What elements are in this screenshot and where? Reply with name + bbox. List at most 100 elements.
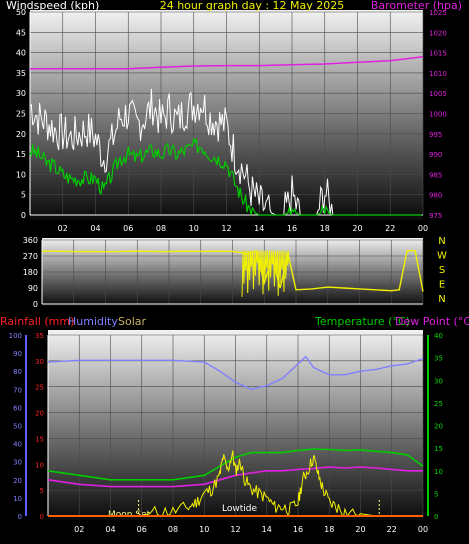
rain-y-tick-label: 25 <box>35 384 44 392</box>
temp-y-tick-label: 30 <box>434 377 443 385</box>
temp-y-tick-label: 40 <box>434 332 443 340</box>
wind-x-tick-label: 04 <box>90 224 100 233</box>
direction-y-tick-label: 270 <box>23 252 38 261</box>
humidity-y-tick-label: 0 <box>18 513 22 521</box>
wind-y-tick-label: 0 <box>21 211 26 220</box>
humidity-y-tick-label: 80 <box>13 368 22 376</box>
humidity-y-tick-label: 10 <box>13 495 22 503</box>
barometer-y-tick-label: 1015 <box>429 50 447 58</box>
temp-x-tick-label: 12 <box>230 525 240 534</box>
rain-y-tick-label: 35 <box>35 332 44 340</box>
temp-x-tick-label: 14 <box>262 525 272 534</box>
humidity-y-tick-label: 50 <box>13 423 22 431</box>
temp-x-tick-label: 04 <box>105 525 115 534</box>
wind-x-tick-label: 10 <box>189 224 199 233</box>
wind-x-tick-label: 00 <box>418 224 428 233</box>
temperature-label: Temperature (°C) <box>314 315 410 328</box>
temp-y-tick-label: 5 <box>434 490 438 498</box>
wind-y-tick-label: 40 <box>16 49 26 58</box>
humidity-y-tick-label: 90 <box>13 350 22 358</box>
humidity-y-tick-label: 30 <box>13 459 22 467</box>
solar-label: Solar <box>118 315 147 328</box>
humidity-y-tick-label: 60 <box>13 404 22 412</box>
temp-y-tick-label: 10 <box>434 468 443 476</box>
wind-average-line <box>29 138 422 216</box>
wind-x-tick-label: 16 <box>287 224 297 233</box>
barometer-line <box>30 55 424 70</box>
wind-y-tick-label: 5 <box>21 191 26 200</box>
direction-y-tick-label: 360 <box>23 236 38 245</box>
temp-x-tick-label: 18 <box>324 525 334 534</box>
direction-y-tick-label: 0 <box>33 300 38 309</box>
windspeed-label: Windspeed (kph) <box>6 0 99 12</box>
wind-x-tick-label: 06 <box>123 224 133 233</box>
barometer-y-tick-label: 1005 <box>429 90 447 98</box>
rain-y-tick-label: 20 <box>35 410 44 418</box>
wind-y-tick-label: 15 <box>16 150 26 159</box>
temp-y-tick-label: 35 <box>434 355 443 363</box>
temp-x-tick-label: 00 <box>418 525 428 534</box>
barometer-y-tick-label: 1000 <box>429 111 447 119</box>
wind-y-tick-label: 30 <box>16 89 26 98</box>
barometer-y-tick-label: 1020 <box>429 29 447 37</box>
wind-x-tick-label: 22 <box>385 224 395 233</box>
temp-y-tick-label: 15 <box>434 445 443 453</box>
temp-x-tick-label: 16 <box>293 525 303 534</box>
rain-y-tick-label: 0 <box>40 513 44 521</box>
dewpoint-line <box>47 466 423 488</box>
wind-y-tick-label: 10 <box>16 170 26 179</box>
temp-x-tick-label: 22 <box>387 525 397 534</box>
wind-y-tick-label: 20 <box>16 130 26 139</box>
compass-label: E <box>439 280 445 291</box>
rain-y-tick-label: 15 <box>35 435 44 443</box>
humidity-y-tick-label: 70 <box>13 386 22 394</box>
temp-x-tick-label: 20 <box>355 525 365 534</box>
temp-x-tick-label: 02 <box>74 525 84 534</box>
barometer-y-tick-label: 985 <box>429 171 442 179</box>
wind-x-tick-label: 14 <box>254 224 264 233</box>
solar-line <box>48 450 421 518</box>
wind-x-tick-label: 12 <box>221 224 231 233</box>
barometer-y-tick-label: 1025 <box>429 9 447 17</box>
wind-x-tick-label: 02 <box>58 224 68 233</box>
humidity-y-tick-label: 20 <box>13 477 22 485</box>
rain-y-tick-label: 30 <box>35 358 44 366</box>
wind-direction-spikes <box>241 250 290 297</box>
wind-x-tick-label: 08 <box>156 224 166 233</box>
wind-x-tick-label: 18 <box>320 224 330 233</box>
compass-label: N <box>438 236 445 247</box>
dewpoint-label: Dew Point (°C) <box>395 315 469 328</box>
lowtide-annotation: Lowtide <box>222 504 257 514</box>
compass-label: S <box>439 265 445 276</box>
temp-x-tick-label: 06 <box>137 525 147 534</box>
temp-x-tick-label: 10 <box>199 525 209 534</box>
wind-x-tick-label: 20 <box>352 224 362 233</box>
temp-y-tick-label: 25 <box>434 400 443 408</box>
humidity-y-tick-label: 100 <box>9 332 22 340</box>
compass-label: N <box>438 294 445 305</box>
barometer-y-tick-label: 980 <box>429 192 442 200</box>
humidity-label: Humidity <box>68 315 118 328</box>
wind-y-tick-label: 35 <box>16 69 26 78</box>
barometer-y-tick-label: 1010 <box>429 70 447 78</box>
barometer-y-tick-label: 990 <box>429 151 442 159</box>
rain-y-tick-label: 5 <box>40 487 44 495</box>
rainfall-label: Rainfall (mm) <box>0 315 74 328</box>
compass-label: W <box>437 251 447 262</box>
wind-y-tick-label: 50 <box>16 8 26 17</box>
wind-y-tick-label: 25 <box>16 110 26 119</box>
temp-y-tick-label: 20 <box>434 423 443 431</box>
wind-y-tick-label: 45 <box>16 28 26 37</box>
barometer-y-tick-label: 995 <box>429 131 442 139</box>
temperature-line <box>47 448 424 481</box>
humidity-y-tick-label: 40 <box>13 441 22 449</box>
temp-y-tick-label: 0 <box>434 513 438 521</box>
direction-y-tick-label: 90 <box>28 284 38 293</box>
direction-y-tick-label: 180 <box>23 268 38 277</box>
barometer-label: Barometer (hpa) <box>371 0 462 12</box>
temp-x-tick-label: 08 <box>168 525 178 534</box>
barometer-y-tick-label: 975 <box>429 212 442 220</box>
rain-y-tick-label: 10 <box>35 461 44 469</box>
